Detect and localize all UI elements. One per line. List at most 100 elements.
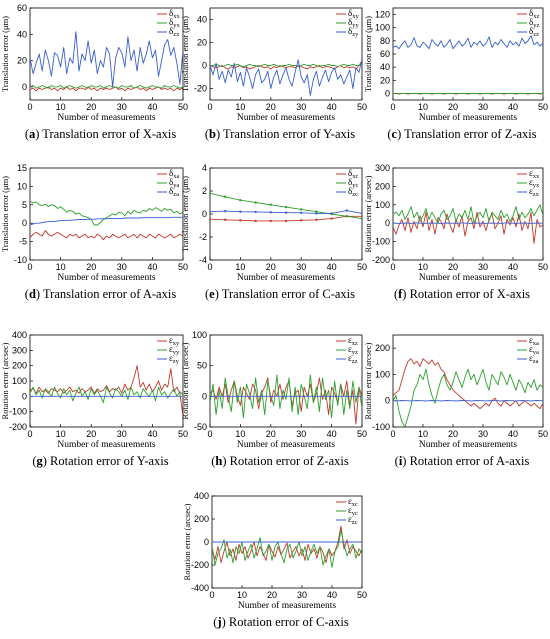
- chart-panel-e: 0 10 20 30 40 50 -4 -2 0 2 4 Number of measurements…: [180, 163, 367, 301]
- data-point: [269, 219, 272, 223]
- x-tick-label: 10: [418, 429, 428, 439]
- legend-entry: δxc: [348, 168, 359, 180]
- data-point: [315, 218, 318, 221]
- series-line-εxy: [30, 365, 183, 417]
- y-tick-label: 40: [17, 29, 27, 39]
- y-tick-label: 0: [385, 88, 390, 98]
- x-tick-label: 50: [538, 262, 548, 272]
- legend-entry: δzx: [169, 26, 180, 38]
- data-point: [210, 210, 212, 213]
- y-tick-label: 400: [194, 491, 209, 501]
- x-tick-label: 30: [296, 102, 306, 112]
- data-point: [210, 217, 212, 221]
- y-tick-label: 5: [22, 200, 27, 210]
- x-tick-label: 40: [147, 429, 157, 439]
- legend-entry: εzx: [529, 186, 540, 198]
- x-tick-label: 10: [418, 102, 428, 112]
- y-axis-label: Rotation error (arcsec): [182, 503, 192, 580]
- data-point: [300, 219, 303, 222]
- legend-entry: εza: [529, 353, 539, 365]
- x-tick-label: 20: [86, 102, 96, 112]
- y-tick-label: 60: [380, 49, 390, 59]
- x-tick-label: 20: [266, 262, 276, 272]
- plot-frame: [29, 334, 184, 428]
- legend-entry: εyz: [348, 344, 358, 356]
- y-tick-label: 200: [375, 181, 390, 191]
- series-line-δza: [30, 216, 183, 226]
- x-tick-label: 10: [235, 262, 245, 272]
- series-group: [210, 374, 362, 425]
- x-tick-label: 50: [357, 429, 367, 439]
- legend-entry: δzy: [348, 26, 359, 38]
- panel-caption: (h) Rotation error of Z-axis: [211, 454, 349, 468]
- x-tick-label: 10: [235, 102, 245, 112]
- series-line-εxc: [212, 525, 362, 564]
- series-group: [393, 204, 543, 244]
- y-tick-label: 0: [22, 218, 27, 228]
- x-tick-label: 0: [207, 102, 212, 112]
- x-axis-label: Number of measurements: [237, 112, 335, 123]
- plot-frame: [29, 167, 184, 261]
- chart-panel-c: 0 10 20 30 40 50 0 20 40 60 80 100 120 Number of meas…: [363, 7, 548, 141]
- x-tick-label: 20: [86, 262, 96, 272]
- x-tick-label: 30: [117, 102, 127, 112]
- legend-entry: δyy: [348, 17, 360, 29]
- legend-entry: δya: [169, 177, 180, 189]
- x-tick-label: 10: [56, 262, 66, 272]
- series-line-εxx: [393, 211, 543, 244]
- legend-entry: εxx: [529, 168, 540, 180]
- x-tick-label: 40: [508, 262, 518, 272]
- data-point: [315, 210, 318, 213]
- x-tick-label: 50: [357, 262, 367, 272]
- y-tick-label: 100: [375, 23, 390, 33]
- legend-entry: εyx: [529, 177, 540, 189]
- x-axis-label: Number of measurements: [57, 112, 155, 123]
- plot-frame: [209, 334, 363, 428]
- x-axis-label: Number of measurements: [419, 272, 517, 283]
- y-tick-label: 0: [202, 209, 207, 219]
- chart-panel-g: 0 10 20 30 40 50 -200 -100 0 100 200 300 400 Number o…: [0, 330, 188, 468]
- y-tick-label: 100: [375, 200, 390, 210]
- chart-panel-d: 0 10 20 30 40 50 -10 -5 0 5 10 15 Number of measurem…: [0, 163, 188, 301]
- y-tick-label: -200: [9, 422, 27, 432]
- x-axis-label: Number of measurements: [419, 439, 517, 450]
- data-point: [239, 199, 242, 202]
- legend-entry: δxy: [348, 8, 360, 20]
- data-point: [284, 205, 288, 209]
- data-point: [330, 217, 333, 220]
- y-tick-label: 10: [17, 181, 27, 191]
- x-axis-label: Number of measurements: [237, 439, 335, 450]
- y-tick-label: 300: [375, 163, 390, 173]
- data-point: [315, 212, 318, 215]
- x-tick-label: 50: [357, 590, 367, 600]
- y-tick-label: 20: [197, 38, 207, 48]
- series-group: [393, 35, 543, 95]
- x-tick-label: 10: [237, 590, 247, 600]
- panel-caption: (b) Translation error of Y-axis: [205, 127, 355, 141]
- data-point: [239, 219, 242, 222]
- y-tick-label: -10: [14, 255, 27, 265]
- y-tick-label: 100: [192, 330, 207, 340]
- panel-caption: (d) Translation error of A-axis: [25, 287, 177, 301]
- series-group: [30, 365, 183, 417]
- y-tick-label: 40: [380, 62, 390, 72]
- y-tick-label: -4: [199, 255, 207, 265]
- y-tick-label: -20: [194, 84, 207, 94]
- y-tick-label: 120: [375, 10, 390, 20]
- y-tick-label: 0: [22, 391, 27, 401]
- x-tick-label: 20: [266, 429, 276, 439]
- y-tick-label: 0: [385, 396, 390, 406]
- x-tick-label: 20: [267, 590, 277, 600]
- y-tick-label: 15: [17, 163, 27, 173]
- series-line-δzz: [393, 35, 543, 50]
- plot-frame: [209, 167, 363, 261]
- series-line-δzx: [30, 31, 183, 88]
- data-point: [210, 192, 212, 195]
- legend-entry: δyc: [348, 177, 359, 189]
- series-line-εyz: [210, 374, 362, 419]
- x-tick-label: 30: [297, 590, 307, 600]
